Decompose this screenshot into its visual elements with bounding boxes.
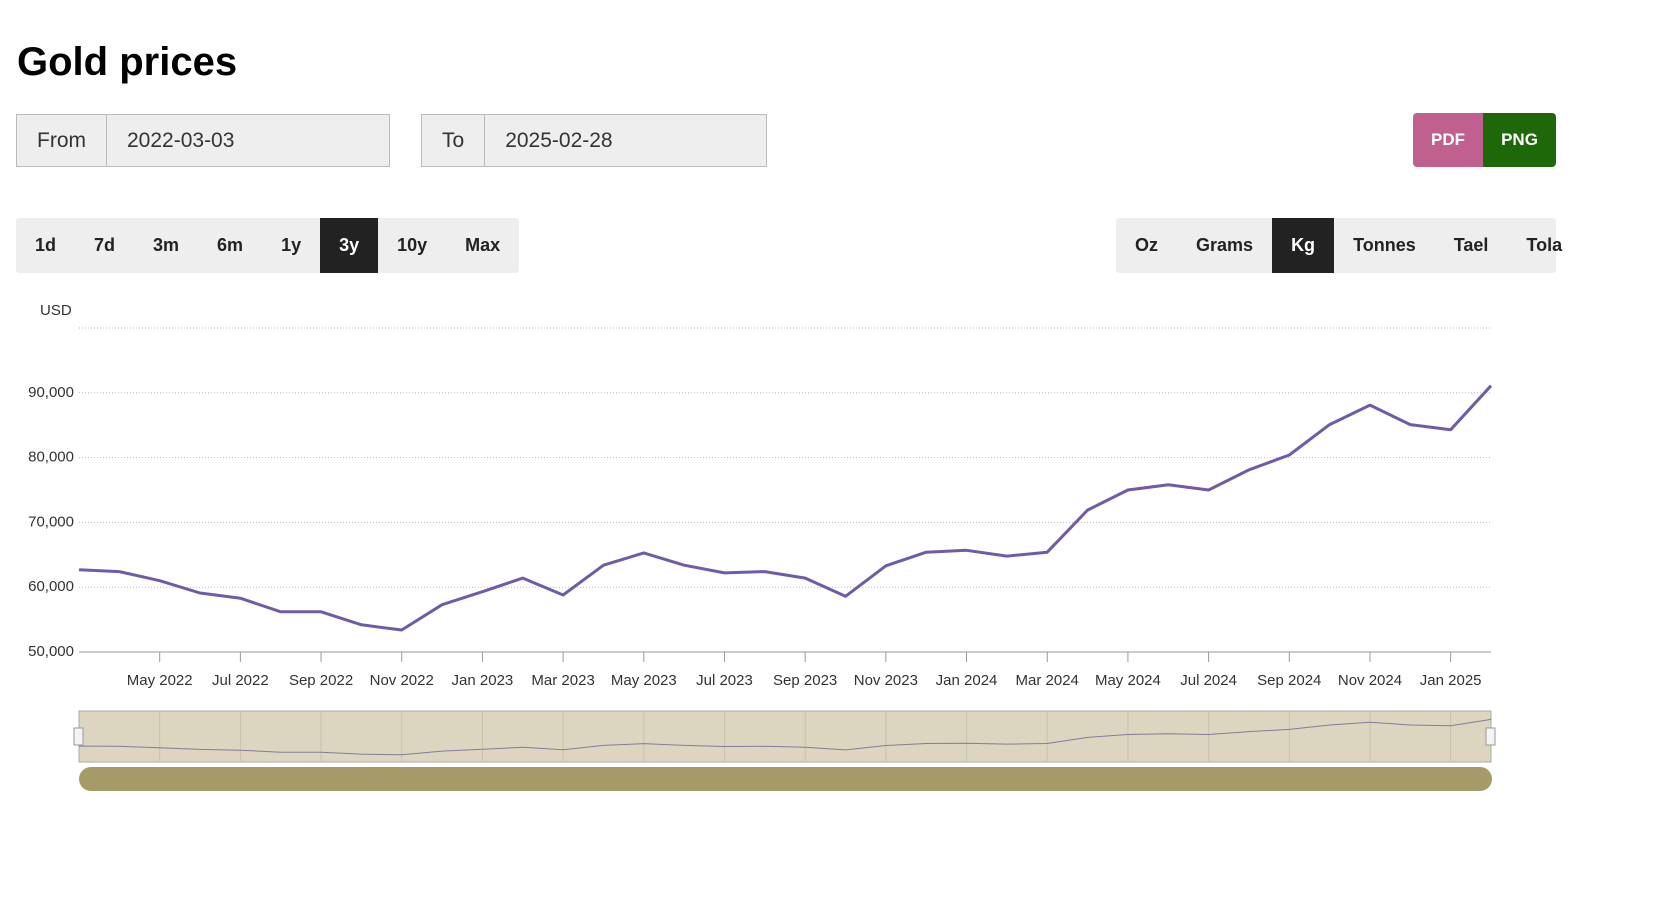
chart: USD 50,000 60,000 70,000 80,000 90,000 May 20… bbox=[28, 302, 1496, 791]
unit-button[interactable]: Oz bbox=[1135, 235, 1159, 255]
pdf-button[interactable]: PDF bbox=[1413, 113, 1483, 167]
unit-buttons: Oz Grams Kg Tonnes Tael Tola bbox=[1116, 218, 1562, 273]
x-tick-label: Nov 2022 bbox=[370, 672, 434, 689]
x-tick-label: Jul 2024 bbox=[1180, 672, 1237, 689]
period-button[interactable]: 3m bbox=[153, 235, 180, 255]
period-button[interactable]: 1y bbox=[281, 235, 302, 255]
x-tick-label: May 2022 bbox=[127, 672, 193, 689]
x-tick-label: Jan 2025 bbox=[1420, 672, 1482, 689]
png-button[interactable]: PNG bbox=[1483, 113, 1556, 167]
x-tick-label: Sep 2024 bbox=[1257, 672, 1321, 689]
page-title: Gold prices bbox=[17, 40, 238, 84]
y-tick-label: 60,000 bbox=[28, 578, 74, 595]
x-tick-label: Jul 2022 bbox=[212, 672, 269, 689]
unit-button[interactable]: Tola bbox=[1526, 235, 1563, 255]
navigator[interactable] bbox=[78, 710, 1492, 763]
from-label: From bbox=[17, 115, 107, 166]
period-button[interactable]: 3y bbox=[320, 218, 379, 273]
price-line bbox=[78, 384, 1493, 632]
period-buttons: 1d 7d 3m 6m 1y 3y 10y Max bbox=[16, 218, 520, 273]
navigator-line bbox=[78, 718, 1492, 756]
unit-button[interactable]: Tael bbox=[1453, 235, 1489, 255]
x-tick-label: Nov 2024 bbox=[1338, 672, 1402, 689]
period-button[interactable]: 6m bbox=[217, 235, 244, 255]
period-button[interactable]: 1d bbox=[35, 235, 57, 255]
unit-button[interactable]: Kg bbox=[1272, 218, 1335, 273]
from-date[interactable]: 2022-03-03 bbox=[127, 128, 235, 152]
to-label: To bbox=[422, 115, 486, 166]
y-tick-label: 90,000 bbox=[28, 384, 74, 401]
y-tick-label: 70,000 bbox=[28, 513, 74, 530]
x-tick-label: Mar 2024 bbox=[1016, 672, 1079, 689]
x-tick-label: Sep 2023 bbox=[773, 672, 837, 689]
y-tick-label: 80,000 bbox=[28, 449, 74, 466]
y-tick-label: 50,000 bbox=[28, 643, 74, 660]
x-tick-label: Nov 2023 bbox=[854, 672, 918, 689]
x-tick-label: Mar 2023 bbox=[531, 672, 594, 689]
export-buttons: PDF PNG bbox=[1413, 113, 1556, 167]
x-tick-label: Jan 2024 bbox=[936, 672, 998, 689]
to-date[interactable]: 2025-02-28 bbox=[505, 128, 613, 152]
unit-button[interactable]: Tonnes bbox=[1353, 235, 1416, 255]
x-tick-label: Jul 2023 bbox=[696, 672, 753, 689]
navigator-handle[interactable] bbox=[1485, 727, 1496, 746]
y-axis-label: USD bbox=[40, 302, 72, 319]
period-button[interactable]: Max bbox=[465, 235, 501, 255]
x-tick-label: May 2024 bbox=[1095, 672, 1161, 689]
scrollbar[interactable] bbox=[79, 767, 1492, 791]
x-tick-label: Sep 2022 bbox=[289, 672, 353, 689]
navigator-handle[interactable] bbox=[73, 727, 84, 746]
to-field[interactable]: To 2025-02-28 bbox=[421, 114, 767, 167]
unit-button[interactable]: Grams bbox=[1196, 235, 1254, 255]
period-button[interactable]: 10y bbox=[397, 235, 428, 255]
from-field[interactable]: From 2022-03-03 bbox=[16, 114, 390, 167]
period-button[interactable]: 7d bbox=[94, 235, 116, 255]
x-tick-label: Jan 2023 bbox=[452, 672, 514, 689]
x-tick-label: May 2023 bbox=[611, 672, 677, 689]
